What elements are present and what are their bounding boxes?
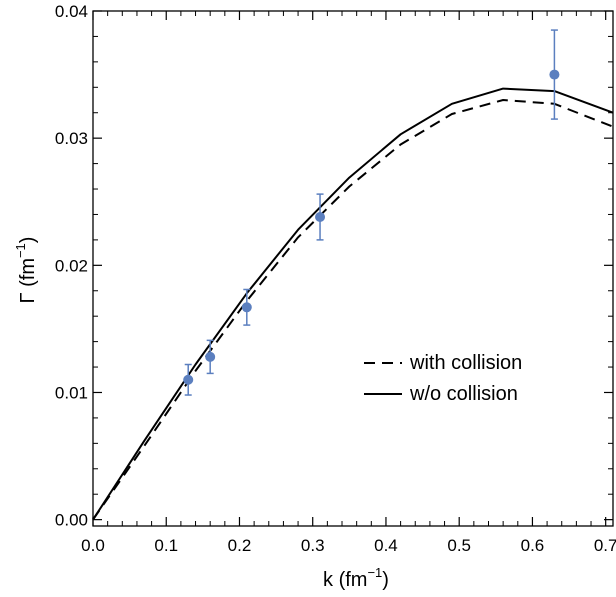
- y-tick-label: 0.01: [55, 383, 88, 402]
- x-tick-label: 0.1: [154, 536, 178, 555]
- x-tick-label: 0.3: [301, 536, 325, 555]
- data-point: [205, 351, 216, 362]
- series: [92, 87, 614, 521]
- y-tick-label: 0.02: [55, 256, 88, 275]
- axis-ticks: 0.0 0.1 0.2 0.3 0.4 0.5 0.6 0.7 0.00 0.01 0.02 0.03…: [55, 2, 616, 555]
- y-tick-label: 0.00: [55, 511, 88, 530]
- legend-label-with-collision: with collision: [409, 352, 522, 374]
- y-axis-label: Γ (fm−1): [13, 237, 39, 304]
- data-points: [183, 29, 560, 396]
- data-point: [241, 302, 252, 313]
- data-point: [315, 212, 326, 222]
- x-tick-label: 0.0: [81, 536, 105, 555]
- plot-frame: [92, 10, 614, 527]
- series-line-with-collision: [92, 99, 614, 521]
- legend: with collision w/o collision: [364, 352, 522, 405]
- y-tick-label: 0.03: [55, 129, 88, 148]
- x-tick-label: 0.2: [228, 536, 252, 555]
- x-axis-label: k (fm−1): [323, 565, 389, 591]
- x-tick-label: 0.5: [447, 536, 471, 555]
- x-tick-label: 0.4: [374, 536, 398, 555]
- x-tick-label: 0.7: [594, 536, 616, 555]
- x-tick-label: 0.6: [521, 536, 545, 555]
- data-point: [549, 69, 560, 80]
- plot-border: [92, 10, 614, 527]
- series-line-w-o-collision: [92, 87, 614, 521]
- data-point: [183, 374, 194, 385]
- y-tick-label: 0.04: [55, 2, 88, 21]
- legend-label-without-collision: w/o collision: [409, 383, 518, 405]
